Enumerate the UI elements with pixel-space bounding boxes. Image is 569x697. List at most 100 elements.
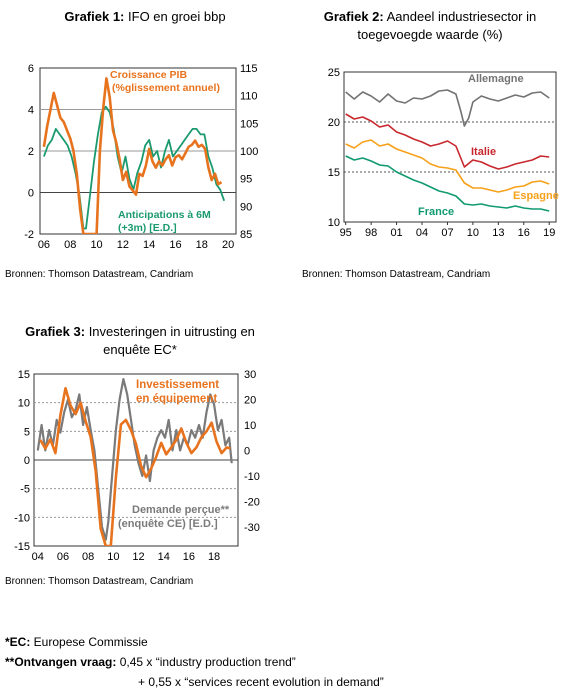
chart1-title-prefix: Grafiek 1:	[64, 9, 125, 24]
chart1-x-tick: 12	[117, 239, 129, 251]
footnote-demand: **Ontvangen vraag: 0,45 x “industry prod…	[5, 652, 565, 672]
chart3-title: Grafiek 3: Investeringen in uitrusting e…	[5, 323, 275, 359]
chart1-x-tick: 18	[196, 239, 208, 251]
chart3-y-right-tick: -30	[244, 522, 260, 534]
chart2-x-tick: 04	[416, 227, 428, 239]
chart1-x-tick: 14	[143, 239, 155, 251]
chart2-x-tick: 01	[390, 227, 402, 239]
chart3-y-left-tick: 15	[18, 369, 30, 381]
chart2-title-prefix: Grafiek 2:	[323, 9, 384, 24]
chart2-line-espagne	[345, 139, 550, 193]
chart1-x-tick: 20	[222, 239, 234, 251]
chart1-title-rest: IFO en groei bbp	[128, 9, 226, 24]
chart3-y-right-tick: 30	[244, 369, 256, 381]
chart3-title-line2: enquête EC*	[103, 342, 177, 357]
chart3-y-left-tick: -15	[14, 541, 30, 553]
chart3-demand-line	[36, 378, 233, 541]
chart2-title-line2: toegevoegde waarde (%)	[357, 27, 503, 42]
chart2-label-espagne: Espagne	[513, 190, 559, 202]
chart1-y-right-tick: 85	[240, 229, 252, 241]
chart3-x-tick: 14	[158, 551, 170, 563]
chart3-annotation: Investissement	[136, 379, 219, 391]
chart1-y-left-tick: -2	[24, 229, 34, 241]
chart1-annotation: Croissance PIB	[110, 69, 187, 81]
chart3-annotation: en équipement	[136, 393, 217, 405]
chart1-y-left-tick: 2	[28, 146, 34, 158]
footnote-demand-text: 0,45 x “industry production trend”	[116, 655, 296, 669]
chart1-gdp-line	[42, 77, 223, 234]
chart3-x-tick: 12	[132, 551, 144, 563]
chart2-x-tick: 07	[441, 227, 453, 239]
chart1-source: Bronnen: Thomson Datastream, Candriam	[5, 269, 194, 280]
chart1-y-left-tick: 6	[28, 63, 34, 75]
chart2-label-france: France	[418, 206, 454, 218]
footnotes: *EC: Europese Commissie **Ontvangen vraa…	[5, 632, 565, 692]
chart3-source: Bronnen: Thomson Datastream, Candriam	[5, 576, 194, 587]
chart1-y-right-tick: 110	[240, 91, 258, 103]
chart2-line-allemagne	[345, 89, 550, 127]
chart2-label-italie: Italie	[471, 146, 496, 158]
footnote-demand-line2: + 0,55 x “services recent evolution in d…	[138, 675, 384, 689]
chart1-title: Grafiek 1: IFO en groei bbp	[20, 8, 270, 26]
chart2-line-italie	[345, 113, 550, 170]
chart1-y-right-tick: 95	[240, 174, 252, 186]
chart3-y-left-tick: 5	[24, 426, 30, 438]
chart2-x-tick: 13	[492, 227, 504, 239]
chart1-y-right-tick: 90	[240, 201, 252, 213]
chart2-y-tick: 15	[328, 167, 340, 179]
chart2-plot-frame	[343, 71, 557, 223]
chart3-y-right-tick: -10	[244, 471, 260, 483]
chart3-annotation: Demande perçue**	[132, 504, 230, 516]
chart2-x-tick: 16	[518, 227, 530, 239]
chart2-x-tick: 98	[365, 227, 377, 239]
chart1-x-tick: 06	[38, 239, 50, 251]
chart1-y-right-tick: 115	[240, 63, 258, 75]
chart1-x-tick: 16	[169, 239, 181, 251]
chart3-x-tick: 10	[107, 551, 119, 563]
chart1-annotation: (%glissement annuel)	[112, 82, 220, 94]
chart2-source: Bronnen: Thomson Datastream, Candriam	[302, 269, 491, 280]
chart1-y-left-tick: 4	[28, 105, 34, 117]
chart2-title-rest: Aandeel industriesector in	[386, 9, 537, 24]
chart3-x-tick: 04	[32, 551, 44, 563]
chart3-y-left-tick: 0	[24, 455, 30, 467]
footnote-ec: *EC: Europese Commissie	[5, 632, 565, 652]
chart2-y-tick: 25	[328, 67, 340, 79]
footnote-ec-label: *EC:	[5, 635, 31, 649]
chart2-title: Grafiek 2: Aandeel industriesector in to…	[300, 8, 560, 44]
chart3-svg: 15 10 5 0 -5 -10 -15 30 20 10 0 -10 -20 -30 04 06 08 10 12…	[14, 369, 260, 563]
chart3-y-left-tick: -5	[20, 484, 30, 496]
chart3-y-right-tick: 20	[244, 394, 256, 406]
chart1-y-left-tick: 0	[28, 188, 34, 200]
chart3-y-right-tick: -20	[244, 496, 260, 508]
chart3-y-right-tick: 0	[244, 445, 250, 457]
chart3-x-tick: 08	[82, 551, 94, 563]
chart1-y-right-tick: 105	[240, 118, 258, 130]
chart1-x-tick: 10	[90, 239, 102, 251]
chart2-label-allemagne: Allemagne	[468, 73, 524, 85]
chart3-x-tick: 06	[57, 551, 69, 563]
footnote-demand-label: **Ontvangen vraag:	[5, 655, 117, 669]
chart2-x-tick: 95	[340, 227, 352, 239]
chart3-y-left-tick: -10	[14, 512, 30, 524]
chart3-x-tick: 16	[183, 551, 195, 563]
chart3-y-left-tick: 10	[18, 398, 30, 410]
chart3-x-tick: 18	[208, 551, 220, 563]
chart2-y-tick: 10	[328, 217, 340, 229]
chart3-title-rest: Investeringen in uitrusting en	[88, 324, 255, 339]
chart3-invest-line	[39, 386, 231, 546]
chart3-annotation: (enquête CE) [E.D.]	[118, 518, 218, 530]
chart1-y-right-tick: 100	[240, 146, 258, 158]
chart2-y-tick: 20	[328, 117, 340, 129]
chart2-x-tick: 10	[467, 227, 479, 239]
chart1-annotation: Anticipations à 6M	[118, 209, 211, 221]
chart1-annotation: (+3m) [E.D.]	[118, 222, 177, 234]
chart3-y-right-tick: 10	[244, 420, 256, 432]
chart3-title-prefix: Grafiek 3:	[25, 324, 86, 339]
chart1-x-tick: 08	[64, 239, 76, 251]
chart2-x-tick: 19	[543, 227, 555, 239]
chart2-line-france	[345, 155, 550, 212]
footnote-ec-text: Europese Commissie	[30, 635, 148, 649]
